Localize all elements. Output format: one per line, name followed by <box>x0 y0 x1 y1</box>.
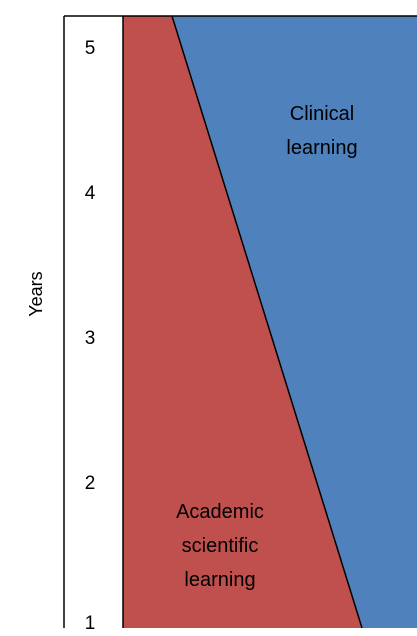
divider-line <box>171 15 363 628</box>
tick-label-3: 3 <box>84 328 96 349</box>
academic-label-line1: Academic <box>176 501 264 523</box>
academic-label: Academic scientific learning <box>160 495 280 597</box>
academic-label-line3: learning <box>184 569 256 591</box>
tick-label-1: 1 <box>84 613 96 634</box>
academic-label-line2: scientific <box>181 535 259 557</box>
clinical-region <box>172 16 417 628</box>
clinical-label-line2: learning <box>286 137 358 159</box>
tick-label-2: 2 <box>84 473 96 494</box>
clinical-label-line1: Clinical <box>289 103 355 125</box>
academic-region <box>123 16 362 628</box>
y-axis-label: Years <box>26 271 46 317</box>
tick-label-4: 4 <box>84 183 96 204</box>
tick-label-5: 5 <box>84 38 96 59</box>
clinical-label: Clinical learning <box>262 97 382 165</box>
